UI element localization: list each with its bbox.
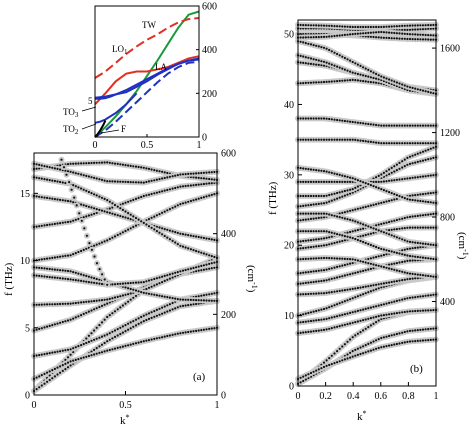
panel-b-ytick-label: 20 bbox=[284, 241, 294, 252]
inset-xtick-label: 0 bbox=[93, 140, 98, 151]
panel-b-rtick-label: 1600 bbox=[440, 44, 460, 55]
panel-a-ylabel-left: f (THz) bbox=[3, 262, 15, 296]
panel-b-xtick-label: 0.8 bbox=[402, 391, 415, 402]
inset-pointer-f bbox=[100, 129, 120, 134]
panel-a-chart: (a) k* f (THz) (cm-1) 0 0.5 10510150200400… bbox=[3, 149, 259, 428]
panel-a-ytick-label: 15 bbox=[20, 189, 30, 200]
inset-label-la: LA bbox=[155, 62, 167, 72]
panel-b-ylabel-right: (cm-1) bbox=[456, 232, 470, 260]
panel-b-ytick-label: 30 bbox=[284, 170, 294, 181]
inset-series-2 bbox=[94, 55, 200, 105]
panel-a-ytick-label: 10 bbox=[20, 256, 30, 267]
panel-b-plot bbox=[295, 21, 439, 387]
inset-label-f: F bbox=[121, 124, 126, 134]
panel-a-xtick-label: 0.5 bbox=[119, 400, 132, 411]
panel-b-ylabel-left: f (THz) bbox=[267, 181, 279, 215]
panel-a-ytick-label: 5 bbox=[25, 323, 30, 334]
panel-a-ylabel-right: (cm-1) bbox=[245, 265, 259, 293]
panel-a-rtick-label: 600 bbox=[221, 149, 236, 160]
panel-b-xtick-label: 0 bbox=[296, 391, 301, 402]
inset-ytick-label: 200 bbox=[202, 89, 217, 100]
panel-b-rtick-label: 1200 bbox=[440, 128, 460, 139]
inset-ytick-label: 600 bbox=[202, 2, 217, 13]
inset-pointer-to3 bbox=[81, 106, 97, 112]
panel-b-chart: (b) k* f (THz) (cm-1) 0 0.2 0.4 0.6 0.8 10102… bbox=[267, 19, 470, 423]
inset-series-1 bbox=[94, 17, 200, 79]
panel-a-xlabel: k* bbox=[120, 413, 130, 427]
panel-a-ytick-label: 0 bbox=[25, 391, 30, 402]
inset-series-5 bbox=[95, 57, 200, 100]
panel-b-xtick-label: 0.2 bbox=[319, 391, 332, 402]
inset-plot bbox=[94, 10, 200, 138]
panel-b-ytick-label: 40 bbox=[284, 100, 294, 111]
inset-series-6 bbox=[94, 92, 138, 124]
inset-ytick-label: 0 bbox=[202, 133, 207, 144]
inset-xtick-label: 1 bbox=[197, 140, 202, 151]
inset-label-tw: TW bbox=[142, 20, 156, 30]
inset-xtick-label: 0.5 bbox=[141, 140, 154, 151]
inset-series-3 bbox=[94, 60, 200, 138]
panel-a-label: (a) bbox=[193, 371, 206, 383]
panel-b-ytick-label: 0 bbox=[289, 382, 294, 393]
panel-b-xtick-label: 0.4 bbox=[347, 391, 360, 402]
panel-b-ytick-label: 10 bbox=[284, 311, 294, 322]
inset-series-0 bbox=[94, 10, 200, 138]
inset-ytick-label: 400 bbox=[202, 45, 217, 56]
panel-b-xtick-label: 0.6 bbox=[375, 391, 388, 402]
panel-a-rtick-label: 0 bbox=[221, 391, 226, 402]
panel-b-xlabel: k* bbox=[357, 409, 367, 423]
panel-b-label: (b) bbox=[410, 363, 423, 375]
panel-a-rtick-label: 400 bbox=[221, 229, 236, 240]
inset-label-5: 5 bbox=[88, 96, 93, 106]
panel-a-xtick-label: 0 bbox=[32, 400, 37, 411]
panel-b-rtick-label: 400 bbox=[440, 297, 455, 308]
inset-pointer-to2 bbox=[81, 123, 97, 130]
panel-b-rtick-label: 800 bbox=[440, 213, 455, 224]
inset-series-7 bbox=[94, 120, 107, 138]
panel-b-xtick-label: 1 bbox=[434, 391, 439, 402]
panel-a-rtick-label: 200 bbox=[221, 310, 236, 321]
panel-a-xtick-label: 1 bbox=[215, 400, 220, 411]
panel-b-frame bbox=[297, 19, 437, 387]
panel-a-branch-14 bbox=[60, 158, 109, 286]
panel-b-ytick-label: 50 bbox=[284, 30, 294, 41]
